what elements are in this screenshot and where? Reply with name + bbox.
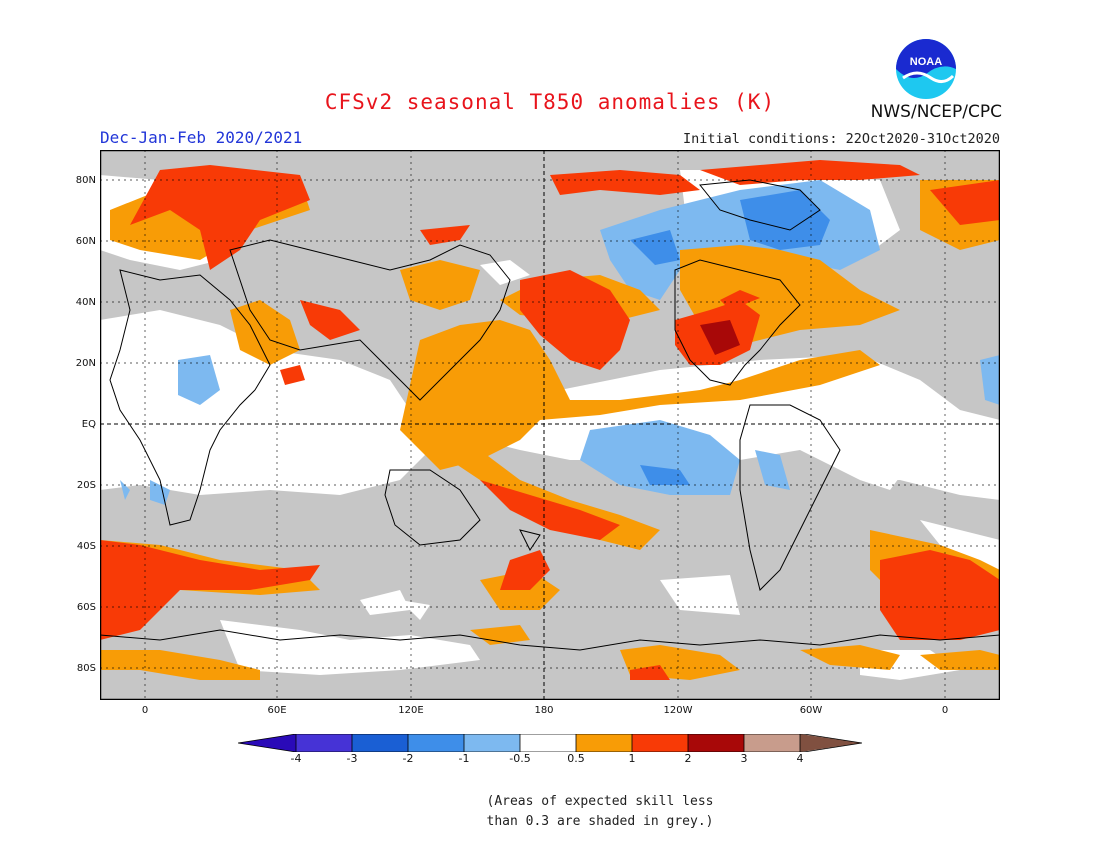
colorbar-swatch <box>800 734 862 752</box>
skill-note-line: than 0.3 are shaded in grey.) <box>486 814 714 829</box>
europe-warm <box>130 165 310 270</box>
colorbar-label: 4 <box>796 752 804 765</box>
colorbar-swatch <box>520 734 576 752</box>
lat-label: 80N <box>75 175 96 186</box>
graticule <box>100 150 1000 700</box>
initial-conditions: Initial conditions: 22Oct2020-31Oct2020 <box>683 131 1000 147</box>
lat-label: 20S <box>76 480 96 491</box>
lon-label: 60E <box>267 705 287 716</box>
svg-text:NOAA: NOAA <box>910 56 942 68</box>
colorbar-label: -4 <box>290 752 302 765</box>
skill-note-line: (Areas of expected skill less <box>486 794 714 809</box>
coastlines <box>100 179 1000 651</box>
colorbar <box>238 734 862 752</box>
south-atlantic-warm <box>880 550 1000 640</box>
lat-label: 80S <box>76 663 96 674</box>
north-pacific-warm <box>520 270 630 370</box>
colorbar-label: 0.5 <box>567 752 585 765</box>
colorbar-swatch <box>688 734 744 752</box>
organization-label: NWS/NCEP/CPC <box>870 102 1002 122</box>
colorbar-label: 1 <box>628 752 636 765</box>
lon-label: 60W <box>799 705 823 716</box>
colorbar-swatch <box>744 734 800 752</box>
lon-label: 120E <box>398 705 424 716</box>
colorbar-label: -2 <box>402 752 414 765</box>
lat-label: 20N <box>75 358 96 369</box>
noaa-logo-icon: NOAA <box>896 39 956 99</box>
lat-label: EQ <box>81 419 96 430</box>
tropical-pacific-cold <box>580 420 740 495</box>
colorbar-label: 3 <box>740 752 748 765</box>
colorbar-swatch <box>296 734 352 752</box>
africa-cold <box>178 355 220 405</box>
lat-label: 40N <box>75 297 96 308</box>
lat-label: 40S <box>76 541 96 552</box>
colorbar-label: 2 <box>684 752 692 765</box>
anomaly-map <box>100 150 1000 700</box>
skill-note: (Areas of expected skill less than 0.3 a… <box>470 792 730 832</box>
colorbar-swatch <box>238 734 296 752</box>
lat-label: 60N <box>75 236 96 247</box>
negative-anomaly-regions <box>120 180 1000 505</box>
strong-warm-regions <box>700 320 740 355</box>
colorbar-label: -0.5 <box>509 752 531 765</box>
colorbar-label: -1 <box>458 752 470 765</box>
colorbar-swatch <box>632 734 688 752</box>
lat-label: 60S <box>76 602 96 613</box>
colorbar-swatch <box>352 734 408 752</box>
lon-label: 0 <box>941 705 949 716</box>
lon-label: 120W <box>663 705 693 716</box>
chart-title: CFSv2 seasonal T850 anomalies (K) <box>324 90 776 114</box>
lon-label: 180 <box>534 705 554 716</box>
colorbar-swatch <box>408 734 464 752</box>
lon-label: 0 <box>141 705 149 716</box>
season-label: Dec-Jan-Feb 2020/2021 <box>100 128 303 147</box>
colorbar-label: -3 <box>346 752 358 765</box>
western-pacific-warm <box>400 320 880 470</box>
colorbar-swatch <box>576 734 632 752</box>
colorbar-swatch <box>464 734 520 752</box>
